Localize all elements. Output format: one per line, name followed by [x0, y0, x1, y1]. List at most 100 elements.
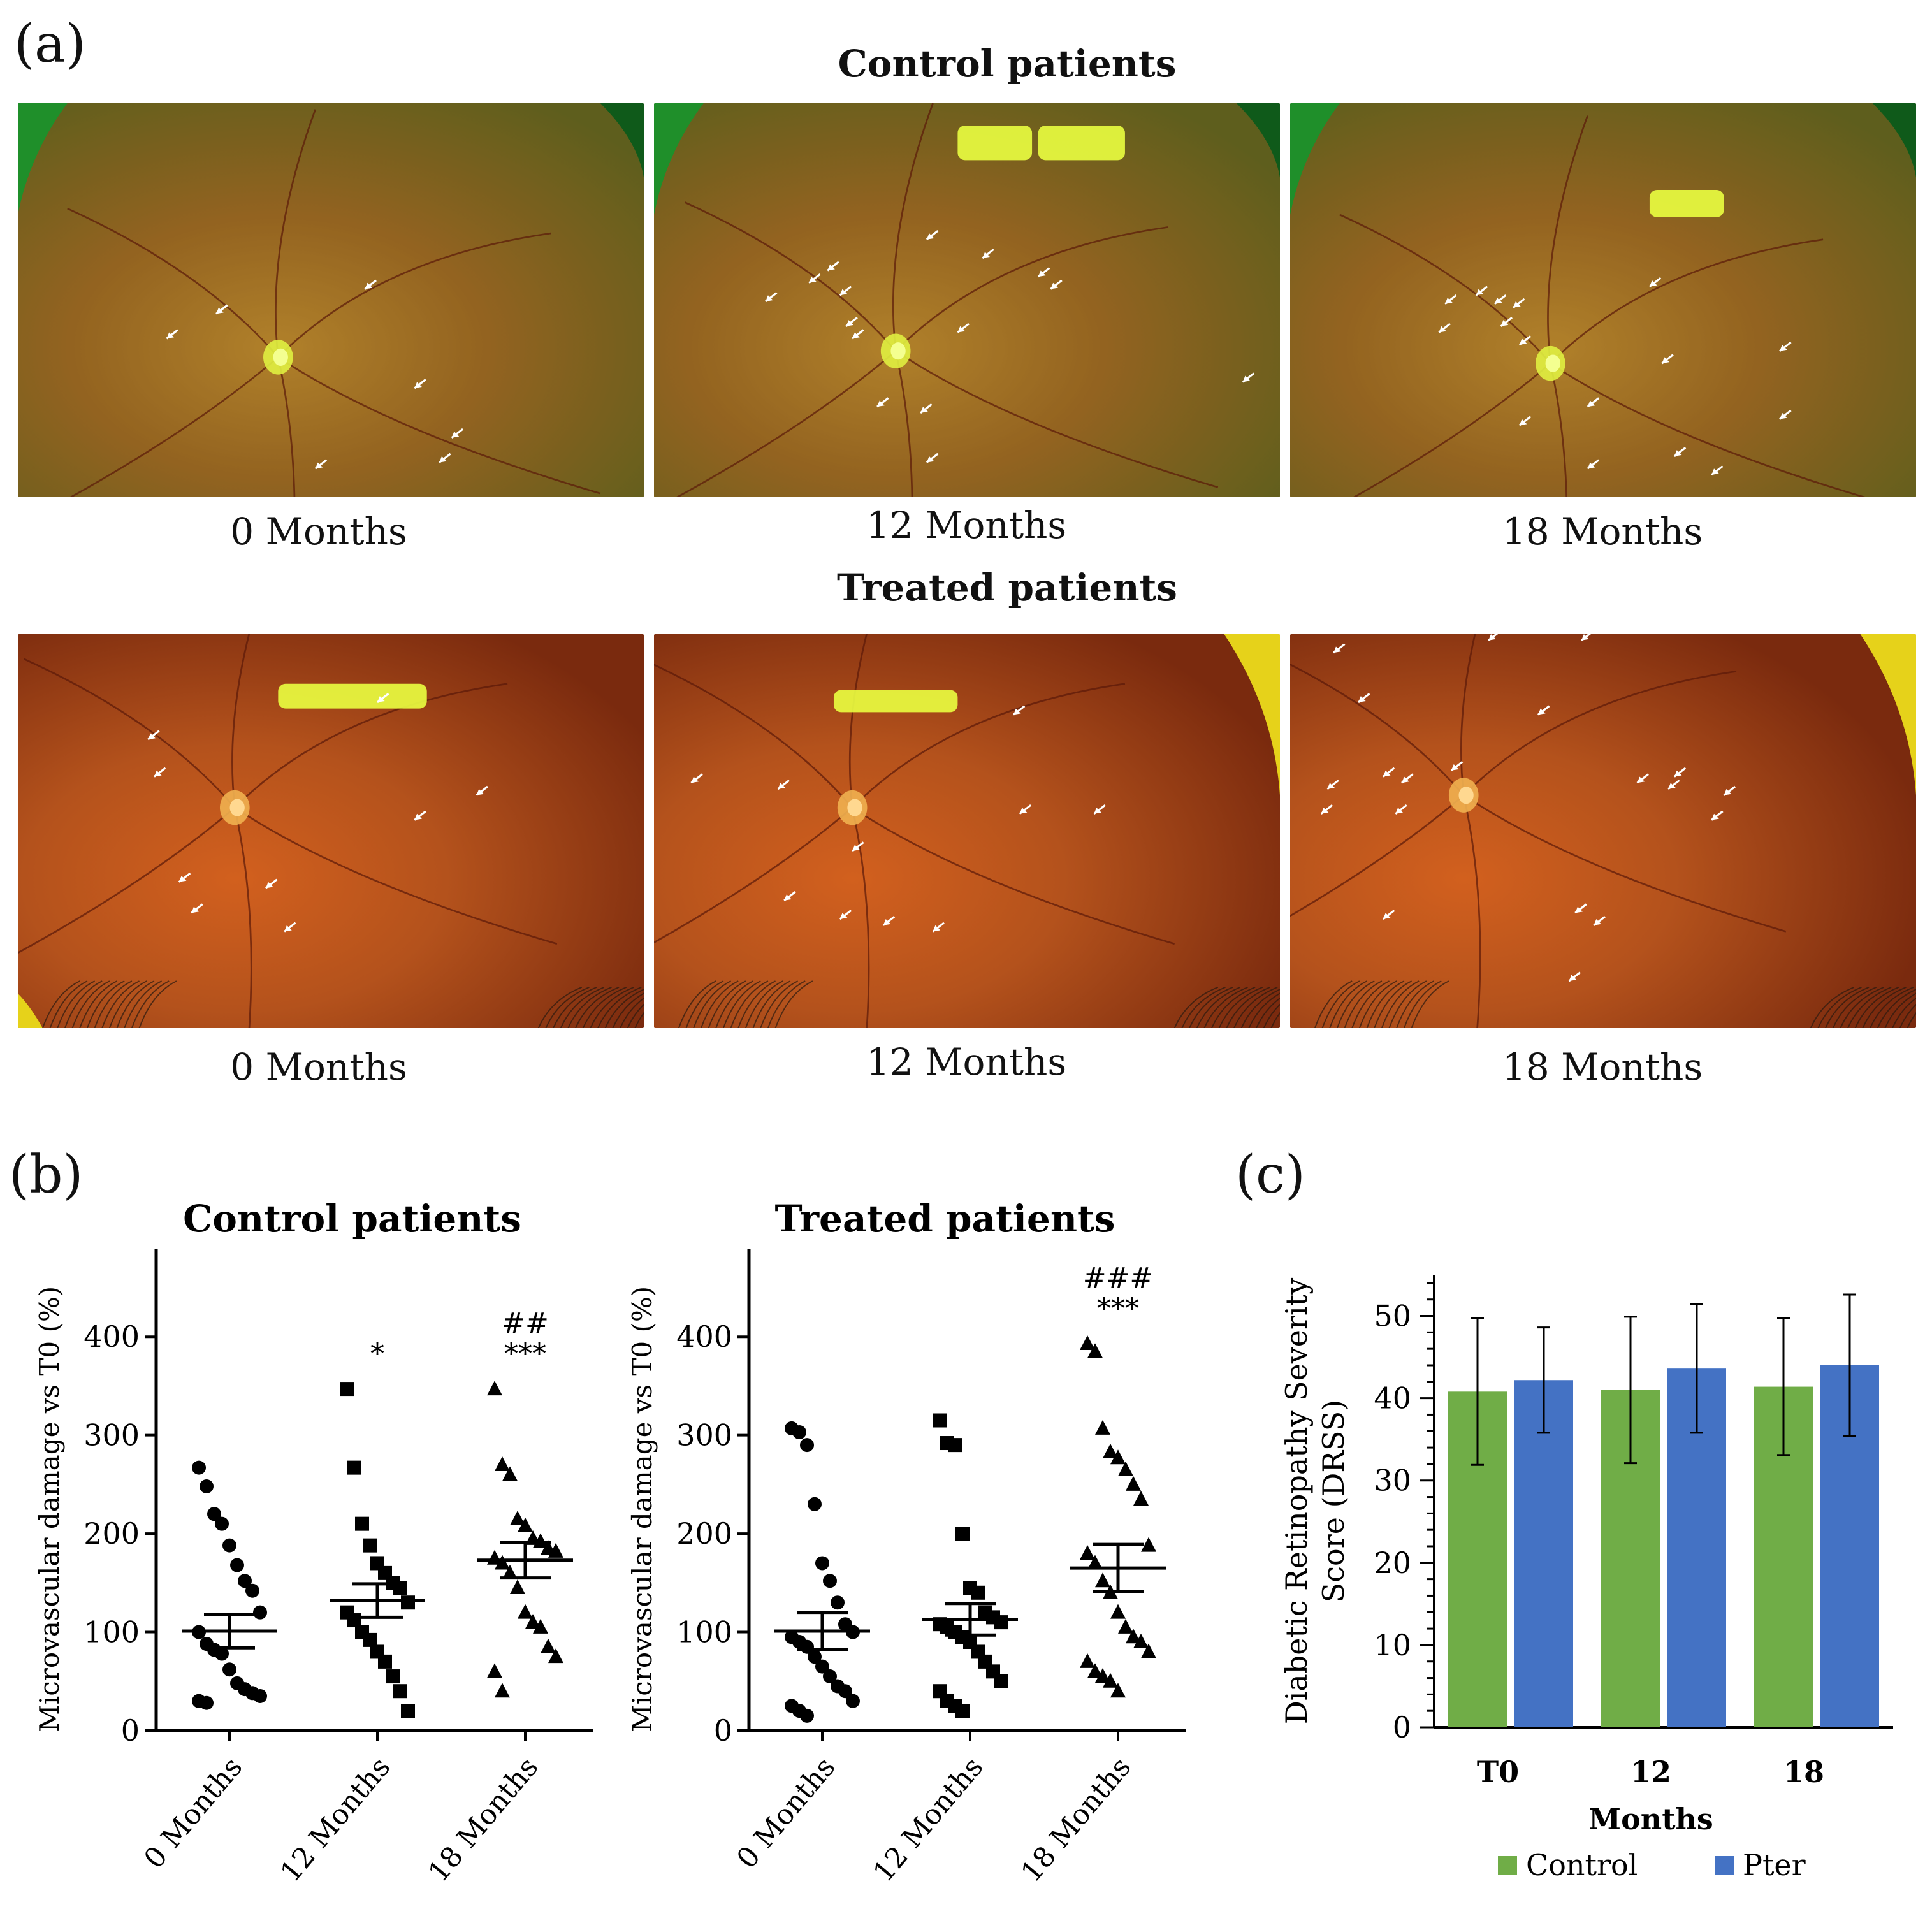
drss-legend-label-control: Control [1526, 1848, 1638, 1882]
time-label-control-0m: 0 Months [230, 510, 407, 553]
drss-ytick-label-50: 50 [1374, 1299, 1411, 1333]
treated-point-2-0 [1080, 1335, 1095, 1351]
fundus-control-18m [1290, 103, 1916, 497]
treated-point-2-17 [1141, 1643, 1156, 1658]
control-point-2-15 [533, 1618, 548, 1634]
drss-ytick-label-10: 10 [1374, 1628, 1411, 1662]
treated-point-2-10 [1087, 1555, 1103, 1570]
chart-drss-bar: Diabetic Retinopathy Severity Score (DRSS… [1279, 1275, 1893, 1882]
treated-ytick-label-200: 200 [676, 1516, 732, 1551]
treated-point-2-4 [1110, 1449, 1126, 1465]
treated-ylabel: Microvascular damage vs T0 (%) [627, 1286, 658, 1732]
fundus-treated-0m [18, 634, 644, 1028]
treated-point-0-17 [846, 1694, 860, 1708]
treated-point-2-19 [1087, 1663, 1103, 1678]
treated-point-1-17 [994, 1674, 1008, 1688]
control-xtick-label-0: 0 Months [138, 1751, 249, 1875]
treated-patients-title: Treated patients [837, 566, 1177, 609]
treated-point-2-16 [1133, 1634, 1149, 1648]
drss-legend-swatch-pter [1715, 1856, 1734, 1875]
control-point-0-3 [215, 1516, 229, 1531]
treated-point-1-3 [955, 1527, 970, 1541]
treated-point-2-15 [1126, 1629, 1141, 1644]
control-point-1-14 [378, 1654, 392, 1669]
control-point-2-3 [510, 1510, 525, 1525]
control-ytick-label-200: 200 [84, 1516, 140, 1551]
control-title: Control patients [183, 1197, 521, 1240]
treated-point-2-20 [1095, 1668, 1110, 1683]
control-point-2-19 [495, 1683, 510, 1698]
chart-control-scatter: Control patients Microvascular damage vs … [34, 1197, 593, 1889]
control-point-1-1 [347, 1460, 361, 1475]
fundus-control-12m [654, 103, 1280, 497]
treated-point-0-3 [808, 1497, 822, 1511]
treated-point-1-2 [948, 1438, 962, 1453]
treated-point-2-5 [1118, 1461, 1133, 1476]
control-point-2-11 [502, 1564, 518, 1579]
control-ytick-label-0: 0 [121, 1713, 140, 1748]
treated-point-2-8 [1141, 1537, 1156, 1552]
control-point-1-17 [401, 1704, 415, 1718]
fundus-treated-18m [1290, 634, 1916, 1028]
treated-point-0-12 [808, 1650, 822, 1664]
drss-bar-pter-0 [1514, 1380, 1573, 1727]
treated-point-0-16 [838, 1684, 852, 1699]
control-point-1-8 [401, 1595, 415, 1610]
time-label-control-12m: 12 Months [866, 504, 1067, 547]
control-point-2-12 [510, 1579, 525, 1595]
panel-label-c: (c) [1235, 1145, 1305, 1205]
control-point-1-3 [363, 1538, 377, 1553]
treated-point-2-7 [1133, 1491, 1149, 1506]
control-point-0-6 [238, 1574, 252, 1588]
control-xtick-label-1: 12 Months [274, 1751, 396, 1888]
treated-point-1-8 [994, 1615, 1008, 1630]
treated-sig-0-1: ### [1083, 1262, 1154, 1295]
treated-ytick-label-100: 100 [676, 1615, 732, 1650]
control-point-2-14 [525, 1614, 541, 1629]
panel-label-a: (a) [14, 14, 86, 75]
drss-ytick-label-20: 20 [1374, 1546, 1411, 1580]
treated-ytick-label-400: 400 [676, 1319, 732, 1354]
drss-ytick-label-40: 40 [1374, 1381, 1411, 1416]
treated-point-2-2 [1095, 1419, 1110, 1435]
control-point-2-18 [487, 1663, 502, 1678]
fundus-control-0m [18, 103, 644, 497]
treated-point-1-0 [933, 1413, 947, 1428]
treated-ytick-label-0: 0 [714, 1713, 732, 1748]
control-point-0-13 [222, 1662, 236, 1677]
drss-legend-label-pter: Pter [1743, 1848, 1806, 1882]
control-point-2-16 [541, 1638, 556, 1653]
control-point-1-12 [363, 1632, 377, 1647]
treated-point-2-18 [1080, 1653, 1095, 1668]
treated-point-1-5 [971, 1585, 985, 1600]
control-point-2-6 [533, 1533, 548, 1548]
treated-point-0-5 [823, 1574, 837, 1588]
treated-point-0-1 [792, 1425, 806, 1440]
treated-ytick-label-300: 300 [676, 1418, 732, 1453]
control-point-1-16 [393, 1684, 407, 1699]
control-point-2-17 [548, 1648, 563, 1664]
treated-point-0-13 [815, 1659, 829, 1674]
control-ytick-label-400: 400 [84, 1319, 140, 1354]
treated-point-2-21 [1103, 1673, 1118, 1688]
control-point-2-10 [495, 1555, 510, 1570]
panel-label-b: (b) [9, 1145, 84, 1205]
drss-xtick-label-2: 18 [1783, 1755, 1824, 1789]
control-point-2-2 [502, 1466, 518, 1481]
time-label-control-18m: 18 Months [1502, 510, 1703, 553]
drss-legend-swatch-control [1498, 1856, 1517, 1875]
time-label-treated-12m: 12 Months [866, 1040, 1067, 1084]
control-point-0-12 [215, 1646, 229, 1661]
drss-xtick-label-1: 12 [1631, 1755, 1671, 1789]
control-point-2-13 [518, 1604, 533, 1619]
control-point-0-17 [253, 1688, 267, 1703]
treated-point-2-11 [1095, 1572, 1110, 1588]
treated-point-2-14 [1118, 1618, 1133, 1634]
drss-ylabel-line-1: Score (DRSS) [1316, 1400, 1351, 1602]
treated-point-1-21 [955, 1704, 970, 1718]
control-point-0-1 [200, 1479, 214, 1493]
time-label-treated-18m: 18 Months [1502, 1045, 1703, 1089]
treated-point-0-14 [823, 1669, 837, 1684]
treated-title: Treated patients [775, 1197, 1115, 1240]
control-patients-title: Control patients [838, 42, 1177, 85]
